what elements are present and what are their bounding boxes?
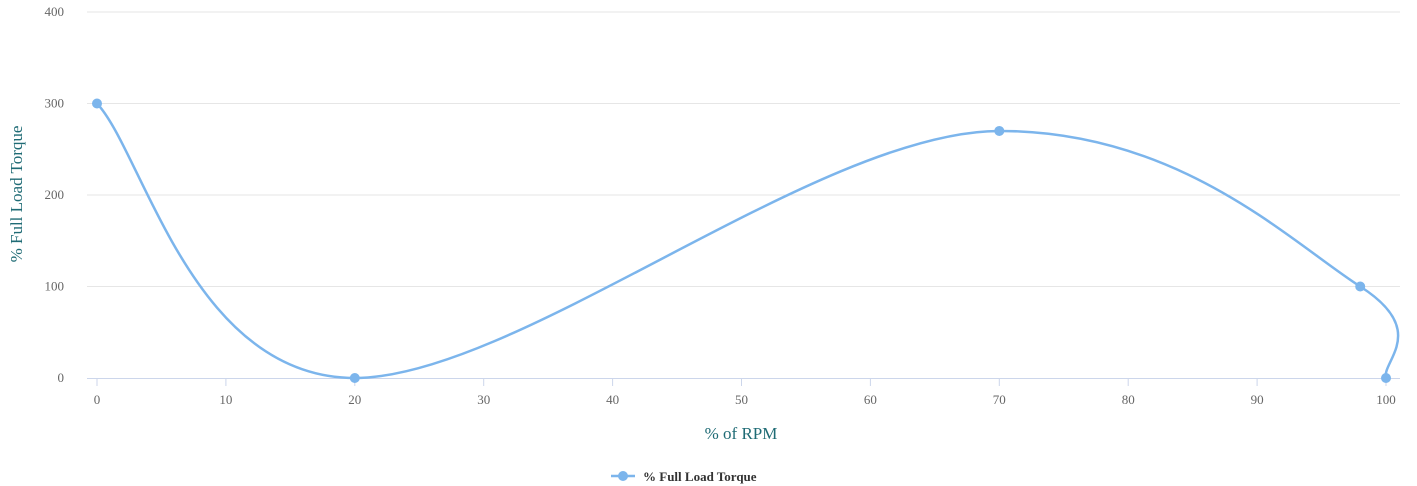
legend-marker xyxy=(618,471,628,481)
y-tick-label: 100 xyxy=(45,279,65,294)
data-point xyxy=(349,373,360,383)
y-tick-label: 400 xyxy=(45,4,65,19)
x-tick-label: 10 xyxy=(219,392,232,407)
x-tick-label: 20 xyxy=(348,392,361,407)
grid xyxy=(87,11,1400,287)
plot-area xyxy=(92,98,1400,383)
y-tick-label: 300 xyxy=(45,96,65,111)
y-tick-label: 200 xyxy=(45,187,65,202)
y-axis-title: % Full Load Torque xyxy=(7,126,26,263)
x-tick-label: 100 xyxy=(1376,392,1396,407)
data-point xyxy=(1355,281,1366,292)
x-tick-label: 30 xyxy=(477,392,490,407)
x-tick-label: 60 xyxy=(864,392,877,407)
data-point xyxy=(92,98,102,109)
x-axis-title: % of RPM xyxy=(705,424,778,443)
x-tick-label: 50 xyxy=(735,392,748,407)
x-tick-label: 80 xyxy=(1122,392,1135,407)
y-tick-label: 0 xyxy=(58,370,65,385)
data-point xyxy=(994,125,1005,136)
axes: 0 100 200 300 400 0 10 20 30 40 50 60 70 80 90 100 xyxy=(45,4,1400,407)
x-tick-label: 40 xyxy=(606,392,619,407)
x-tick-label: 90 xyxy=(1251,392,1264,407)
series-line xyxy=(95,102,1400,380)
x-tick-label: 70 xyxy=(993,392,1006,407)
x-tick-label: 0 xyxy=(94,392,101,407)
legend-label: % Full Load Torque xyxy=(643,469,757,484)
legend[interactable]: % Full Load Torque xyxy=(611,469,757,484)
data-point xyxy=(1381,373,1391,383)
